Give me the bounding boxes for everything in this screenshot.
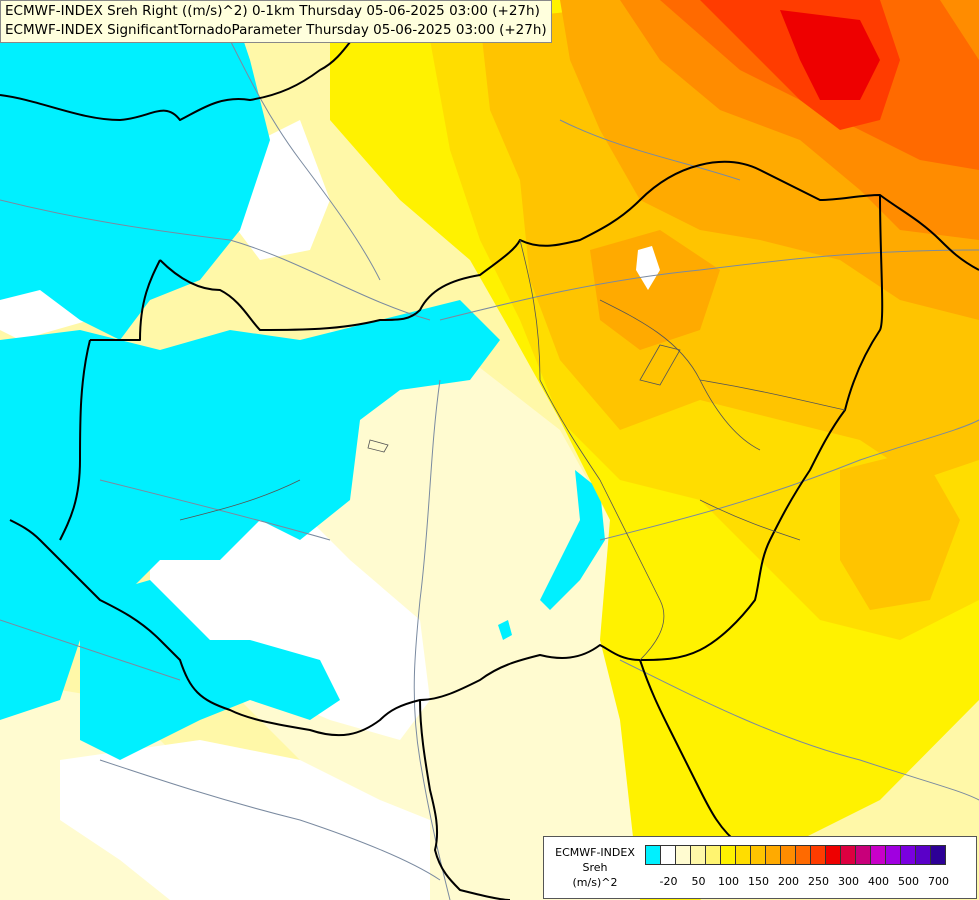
legend-swatch: [870, 845, 886, 865]
legend-source: ECMWF-INDEX: [555, 846, 635, 859]
orange-patch-southeast: [840, 450, 960, 610]
legend-swatch: [675, 845, 691, 865]
cyan-region-northwest: [0, 0, 270, 340]
cyan-strip-east: [540, 470, 605, 610]
legend-swatch: [765, 845, 781, 865]
cyan-region-west: [0, 300, 500, 720]
legend-swatch: [690, 845, 706, 865]
legend-tick-label: 50: [691, 875, 706, 888]
legend-swatch: [810, 845, 826, 865]
legend-colorbar: [645, 845, 946, 865]
map-title-line-2: ECMWF-INDEX SignificantTornadoParameter …: [5, 22, 547, 38]
map-title-line-1: ECMWF-INDEX Sreh Right ((m/s)^2) 0-1km T…: [5, 3, 540, 19]
legend-tick-label: 150: [748, 875, 769, 888]
legend-swatch: [660, 845, 676, 865]
legend-tick-label: -20: [659, 875, 678, 888]
legend-swatch: [795, 845, 811, 865]
legend-unit: (m/s)^2: [572, 876, 618, 889]
legend-swatch: [645, 845, 661, 865]
rivers: [0, 39, 979, 900]
orange-patch-center: [590, 230, 720, 350]
legend-swatch: [825, 845, 841, 865]
white-region-south: [60, 740, 430, 900]
legend-swatch: [780, 845, 796, 865]
legend-swatch: [720, 845, 736, 865]
deep-red-region: [780, 10, 880, 100]
legend-swatch: [885, 845, 901, 865]
legend-swatch: [705, 845, 721, 865]
legend-swatch: [930, 845, 946, 865]
legend-tick-label: 250: [808, 875, 829, 888]
white-spot-center: [636, 246, 660, 290]
legend-swatch: [900, 845, 916, 865]
legend-parameter: Sreh: [582, 861, 608, 874]
legend-tick-label: 300: [838, 875, 859, 888]
legend-tick-label: 400: [868, 875, 889, 888]
legend-tick-label: 500: [898, 875, 919, 888]
legend-tick-label: 700: [928, 875, 949, 888]
legend-tick-label: 200: [778, 875, 799, 888]
cyan-blob-small: [498, 620, 512, 640]
regional-borders: [179, 239, 846, 661]
legend-swatch: [855, 845, 871, 865]
legend-tick-label: 100: [718, 875, 739, 888]
map-title-box: ECMWF-INDEX Sreh Right ((m/s)^2) 0-1km T…: [0, 0, 552, 43]
legend-swatch: [840, 845, 856, 865]
legend-label: ECMWF-INDEX Sreh (m/s)^2: [544, 845, 646, 890]
legend-swatch: [750, 845, 766, 865]
legend-swatch: [915, 845, 931, 865]
pale-yellow-region: [240, 330, 700, 900]
legend-swatch: [735, 845, 751, 865]
cyan-region-south: [80, 580, 340, 760]
legend: ECMWF-INDEX Sreh (m/s)^2 -20 50 100 150 200 2…: [543, 836, 977, 899]
